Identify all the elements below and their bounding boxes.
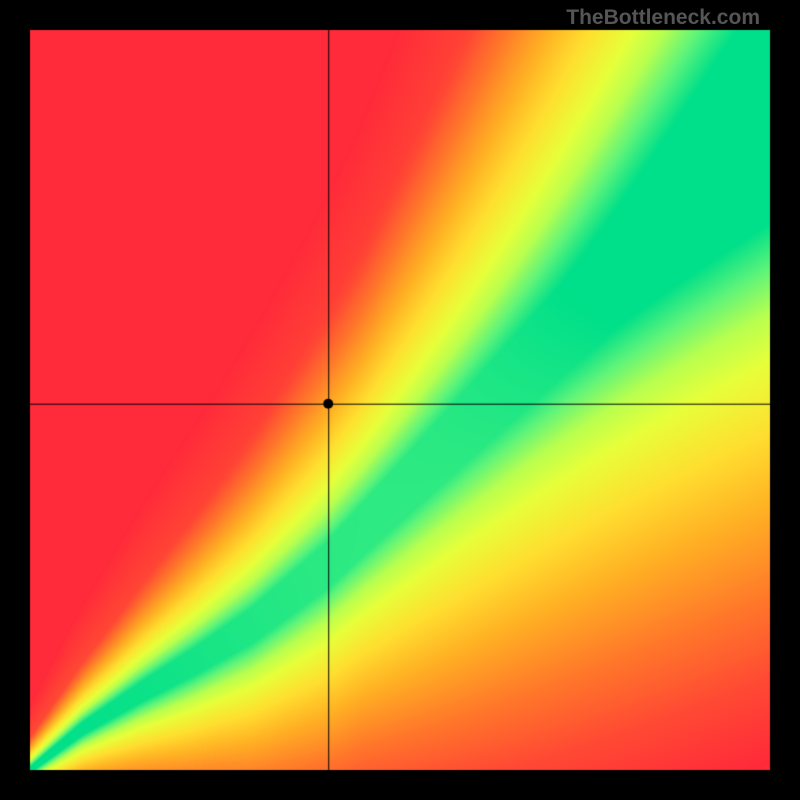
heatmap-canvas [0, 0, 800, 800]
chart-container: TheBottleneck.com [0, 0, 800, 800]
watermark-text: TheBottleneck.com [566, 6, 760, 30]
